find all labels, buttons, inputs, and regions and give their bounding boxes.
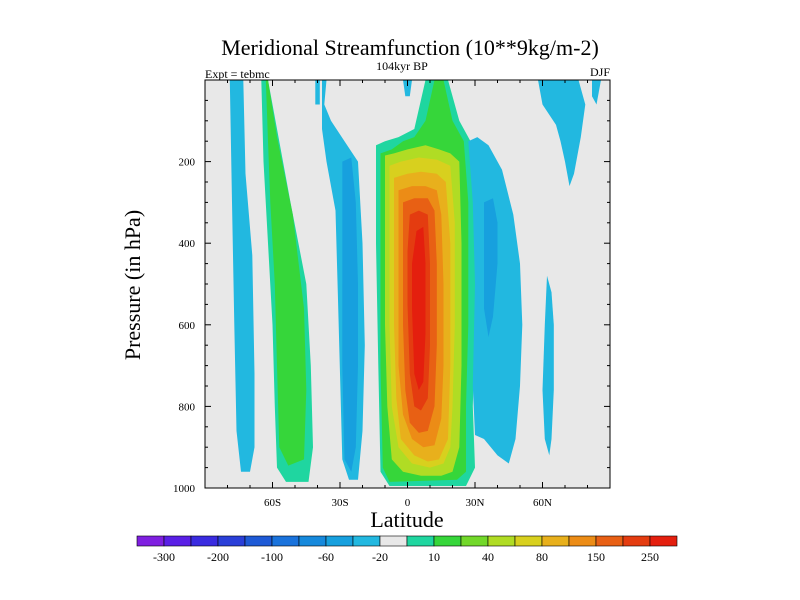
x-tick-label: 30N bbox=[466, 497, 485, 509]
colorbar: -300 -200 -100 -60 -20 10 40 80 150 250 bbox=[136, 535, 678, 564]
y-tick-label: 600 bbox=[179, 320, 196, 332]
colorbar-swatch bbox=[298, 535, 327, 547]
contour-fills bbox=[229, 80, 601, 486]
colorbar-swatch bbox=[649, 535, 678, 547]
colorbar-label: 250 bbox=[641, 550, 659, 564]
y-tick-label: 200 bbox=[179, 157, 196, 169]
colorbar-swatch bbox=[190, 535, 219, 547]
colorbar-swatch bbox=[136, 535, 165, 547]
x-axis-label: Latitude bbox=[370, 507, 443, 532]
colorbar-swatch bbox=[244, 535, 273, 547]
colorbar-swatch bbox=[379, 535, 408, 547]
season-label: DJF bbox=[590, 65, 610, 79]
colorbar-label: -200 bbox=[207, 550, 229, 564]
x-tick-label: 60S bbox=[264, 497, 281, 509]
colorbar-swatch bbox=[568, 535, 597, 547]
contour-region bbox=[229, 80, 255, 472]
contour-region bbox=[412, 226, 426, 391]
colorbar-swatch bbox=[325, 535, 354, 547]
colorbar-label: -100 bbox=[261, 550, 283, 564]
colorbar-swatch bbox=[595, 535, 624, 547]
chart-title: Meridional Streamfunction (10**9kg/m-2) bbox=[221, 35, 599, 60]
contour-region bbox=[403, 80, 412, 97]
contour-region bbox=[538, 80, 586, 187]
colorbar-swatch bbox=[514, 535, 543, 547]
x-tick-label: 60N bbox=[533, 497, 552, 509]
colorbar-swatch bbox=[271, 535, 300, 547]
y-tick-label: 400 bbox=[179, 238, 196, 250]
y-axis-label: Pressure (in hPa) bbox=[120, 210, 145, 360]
colorbar-swatch bbox=[163, 535, 192, 547]
contour-region bbox=[542, 275, 554, 456]
colorbar-label: 80 bbox=[536, 550, 548, 564]
x-tick-label: 30S bbox=[331, 497, 348, 509]
colorbar-swatch bbox=[433, 535, 462, 547]
colorbar-swatch bbox=[406, 535, 435, 547]
colorbar-swatch bbox=[487, 535, 516, 547]
colorbar-swatch bbox=[217, 535, 246, 547]
colorbar-swatch bbox=[622, 535, 651, 547]
contour-region bbox=[315, 80, 320, 105]
colorbar-swatch bbox=[460, 535, 489, 547]
experiment-label: Expt = tebmc bbox=[205, 67, 270, 81]
y-axis-ticks: 200 400 600 800 1000 bbox=[173, 79, 610, 495]
colorbar-label: -300 bbox=[153, 550, 175, 564]
colorbar-label: 40 bbox=[482, 550, 494, 564]
colorbar-label: -20 bbox=[372, 550, 388, 564]
y-tick-label: 1000 bbox=[173, 483, 196, 495]
contour-region bbox=[484, 198, 498, 337]
contour-region bbox=[265, 80, 307, 466]
period-label: 104kyr BP bbox=[376, 59, 428, 73]
y-tick-label: 800 bbox=[179, 401, 196, 413]
contour-region bbox=[592, 80, 601, 105]
colorbar-label: 150 bbox=[587, 550, 605, 564]
colorbar-swatch bbox=[352, 535, 381, 547]
colorbar-label: 10 bbox=[428, 550, 440, 564]
x-axis-ticks: 60S 30S 0 30N 60N bbox=[204, 80, 611, 509]
contour-region bbox=[342, 157, 358, 472]
colorbar-label: -60 bbox=[318, 550, 334, 564]
colorbar-swatch bbox=[541, 535, 570, 547]
contour-region bbox=[468, 137, 523, 464]
x-tick-label: 0 bbox=[405, 497, 411, 509]
